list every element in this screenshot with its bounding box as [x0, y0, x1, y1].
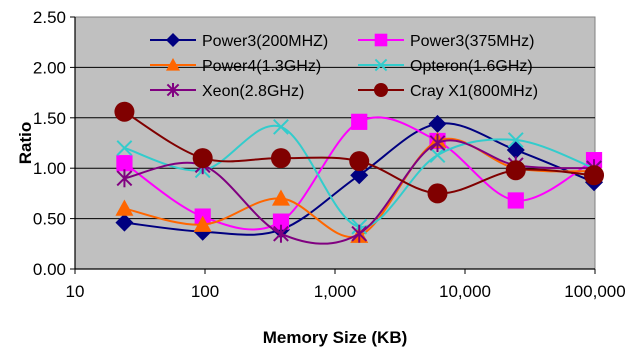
- x-tick-label: 100: [191, 282, 219, 301]
- data-point: [116, 140, 133, 156]
- legend-marker: [166, 33, 180, 47]
- y-tick-label: 1.50: [33, 109, 66, 128]
- legend-label: Xeon(2.8GHz): [202, 83, 304, 100]
- data-point: [429, 134, 446, 152]
- legend-item: Power3(200MHZ): [150, 33, 328, 50]
- data-point: [349, 151, 370, 172]
- data-point: [507, 132, 524, 148]
- data-point: [351, 224, 368, 243]
- x-tick-label: 10: [66, 282, 85, 301]
- data-point: [272, 213, 290, 230]
- legend-label: Power3(375MHz): [410, 33, 534, 50]
- data-point: [427, 183, 448, 204]
- data-point: [273, 118, 289, 135]
- y-tick-label: 2.50: [33, 8, 66, 27]
- legend-item: Xeon(2.8GHz): [150, 83, 304, 100]
- data-point: [584, 165, 605, 186]
- data-point: [116, 169, 133, 188]
- x-tick-label: 10,000: [439, 282, 491, 301]
- x-tick-label: 100,000: [564, 282, 625, 301]
- legend-marker: [374, 58, 388, 72]
- legend-marker: [166, 58, 180, 71]
- data-point: [115, 213, 134, 232]
- legend-label: Power4(1.3GHz): [202, 58, 321, 75]
- data-point: [114, 101, 135, 122]
- data-point: [507, 192, 524, 209]
- legend-label: Power3(200MHZ): [202, 33, 328, 50]
- data-point: [428, 114, 447, 133]
- data-point: [115, 199, 134, 216]
- data-point: [351, 113, 368, 130]
- series-6: [114, 101, 605, 204]
- legend-label: Cray X1(800MHz): [410, 83, 538, 100]
- data-point: [350, 166, 369, 185]
- data-point: [192, 148, 213, 169]
- axes: [70, 16, 596, 274]
- legend-marker: [374, 83, 388, 97]
- y-axis-title: Ratio: [16, 122, 35, 165]
- legend-marker: [166, 83, 180, 97]
- x-tick-label: 1,000: [314, 282, 357, 301]
- legend: Power3(200MHZ) Power3(375MHz) Power4(1.3GH…: [150, 33, 538, 100]
- legend-item: Opteron(1.6GHz): [358, 58, 533, 75]
- y-tick-label: 0.00: [33, 260, 66, 279]
- data-point: [271, 189, 290, 206]
- data-point: [429, 147, 446, 164]
- data-point: [270, 148, 291, 169]
- y-tick-label: 1.00: [33, 159, 66, 178]
- tick-labels: 0.00 0.50 1.00 1.50 2.00 2.50 10 100 1,000 10,000…: [33, 8, 626, 301]
- legend-label: Opteron(1.6GHz): [410, 58, 533, 75]
- data-point: [505, 160, 526, 181]
- legend-item: Cray X1(800MHz): [358, 83, 538, 100]
- legend-marker: [374, 33, 388, 47]
- y-tick-label: 0.50: [33, 210, 66, 229]
- legend-item: Power4(1.3GHz): [150, 58, 321, 75]
- y-tick-label: 2.00: [33, 58, 66, 77]
- data-point: [273, 224, 289, 243]
- x-axis-title: Memory Size (KB): [263, 328, 408, 347]
- data-point: [193, 215, 212, 232]
- legend-item: Power3(375MHz): [358, 33, 534, 50]
- series-group: [114, 101, 605, 245]
- data-point: [116, 155, 133, 172]
